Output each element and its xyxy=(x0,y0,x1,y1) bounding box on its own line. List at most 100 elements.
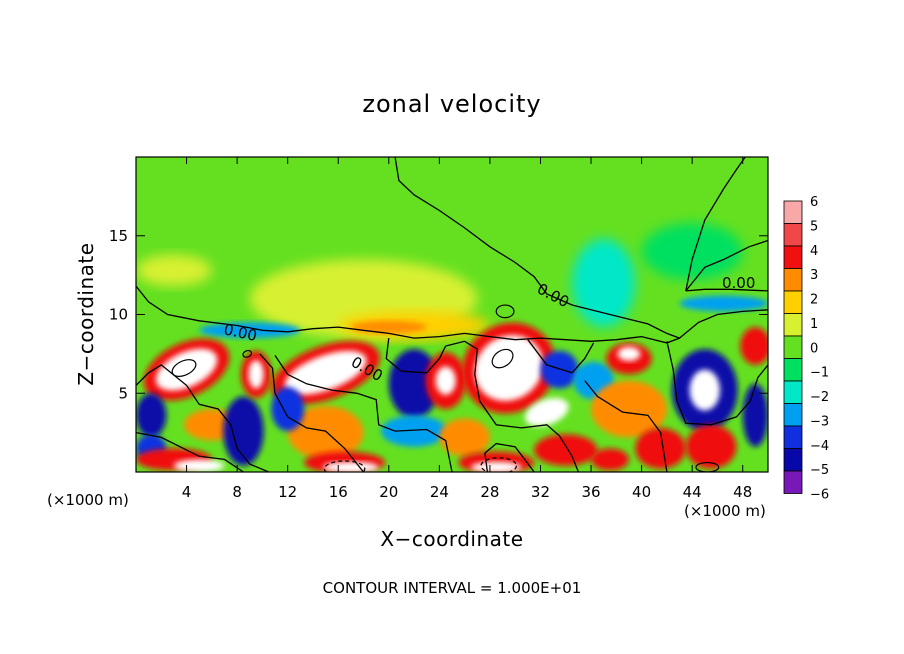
y-tick-label: 5 xyxy=(118,384,128,402)
field-patch xyxy=(524,397,569,427)
colorbar-swatch xyxy=(783,245,803,269)
field-patch xyxy=(173,459,225,472)
field-patch xyxy=(271,386,305,432)
y-tick-label: 15 xyxy=(109,227,128,245)
colorbar-swatch xyxy=(783,403,803,427)
colorbar-label: 3 xyxy=(810,268,818,283)
x-tick-label: 16 xyxy=(329,483,348,501)
y-axis-label: Z−coordinate xyxy=(74,242,98,385)
contour-interval-note: CONTOUR INTERVAL = 1.000E+01 xyxy=(323,579,582,597)
x-axis: 4 8 12 16 20 24 28 32 36 40 44 48 xyxy=(182,157,752,501)
field-patch xyxy=(136,393,167,438)
colorbar-label: 6 xyxy=(810,195,818,210)
colorbar-swatch xyxy=(783,380,803,404)
x-tick-label: 12 xyxy=(278,483,297,501)
colorbar-label: −3 xyxy=(810,414,829,429)
colorbar-swatch xyxy=(783,470,803,494)
colorbar-label: −2 xyxy=(810,390,829,405)
contour-line xyxy=(136,364,269,472)
colorbar-label: −5 xyxy=(810,463,829,478)
colorbar-label: −4 xyxy=(810,439,829,454)
colorbar: 6 5 4 3 2 1 0 −1 −2 −3 −4 −5 −6 xyxy=(783,195,829,503)
contour-line xyxy=(136,285,680,344)
field-patch xyxy=(742,383,768,447)
contour-label: 0.00 xyxy=(722,274,755,292)
colorbar-swatch xyxy=(783,425,803,449)
x-axis-label: X−coordinate xyxy=(380,527,523,551)
field-patch xyxy=(641,223,743,280)
contour-line xyxy=(385,338,580,472)
field-patch xyxy=(350,320,427,334)
x-tick-label: 8 xyxy=(232,483,242,501)
colorbar-label: −6 xyxy=(810,488,829,503)
field-patch xyxy=(136,254,212,287)
field-patch xyxy=(470,461,522,472)
contour-loop xyxy=(495,304,515,319)
x-tick-label: 48 xyxy=(733,483,752,501)
x-tick-label: 44 xyxy=(683,483,702,501)
x-tick-label: 40 xyxy=(632,483,651,501)
colorbar-swatch xyxy=(783,448,803,472)
x-tick-label: 24 xyxy=(430,483,449,501)
x-tick-label: 36 xyxy=(581,483,600,501)
field-patch xyxy=(381,415,447,447)
y-tick-label: 10 xyxy=(109,306,128,324)
contour-lines xyxy=(136,157,768,472)
x-tick-label: 28 xyxy=(480,483,499,501)
field-patch xyxy=(740,327,768,365)
contour-line xyxy=(136,431,244,472)
contour-line xyxy=(527,339,595,374)
y-axis: 5 10 15 xyxy=(109,227,768,402)
colorbar-swatch xyxy=(783,223,803,247)
colorbar-label: −1 xyxy=(810,366,829,381)
contour-line xyxy=(484,442,535,472)
field-patch xyxy=(689,369,720,411)
colorbar-swatch xyxy=(783,358,803,382)
field-patch xyxy=(155,348,218,391)
plot-area xyxy=(136,157,768,472)
x-tick-label: 32 xyxy=(531,483,550,501)
field-patch xyxy=(534,434,598,466)
colorbar-label: 2 xyxy=(810,293,818,308)
contour-line xyxy=(666,341,768,426)
colorbar-label: 1 xyxy=(810,317,818,332)
contour-loop xyxy=(480,457,518,472)
contour-loop xyxy=(242,349,253,358)
field-patch xyxy=(591,448,629,471)
colorbar-swatch xyxy=(783,313,803,337)
field-patch xyxy=(223,396,264,466)
colorbar-label: 4 xyxy=(810,244,818,259)
x-unit-left: (×1000 m) xyxy=(47,491,129,509)
colorbar-label: 5 xyxy=(810,219,818,234)
field-patch xyxy=(439,418,490,457)
field-patch xyxy=(617,346,641,361)
x-tick-label: 20 xyxy=(379,483,398,501)
field-patch xyxy=(199,322,301,339)
colorbar-swatch xyxy=(783,335,803,359)
contour-line xyxy=(394,157,768,339)
colorbar-swatch xyxy=(783,200,803,224)
field-patch xyxy=(591,380,667,438)
contour-line xyxy=(685,288,768,292)
field-patch xyxy=(685,424,737,469)
field-patch xyxy=(248,360,264,389)
field-patch xyxy=(474,335,544,401)
contour-loop xyxy=(491,348,514,369)
contour-loop xyxy=(323,460,366,472)
contour-line xyxy=(259,353,365,472)
field-patch xyxy=(540,350,579,389)
field-patch xyxy=(323,461,379,472)
field-patch xyxy=(388,349,440,419)
x-unit-right: (×1000 m) xyxy=(684,502,766,520)
contour-loop xyxy=(171,359,197,378)
contour-line xyxy=(274,355,453,472)
colorbar-label: 0 xyxy=(810,341,818,356)
field-patch xyxy=(572,238,636,328)
contour-line xyxy=(584,380,668,472)
field-patch xyxy=(635,427,686,469)
colorbar-swatch xyxy=(783,290,803,314)
field-patch xyxy=(435,366,456,395)
chart-title: zonal velocity xyxy=(362,90,541,118)
colorbar-swatch xyxy=(783,268,803,292)
